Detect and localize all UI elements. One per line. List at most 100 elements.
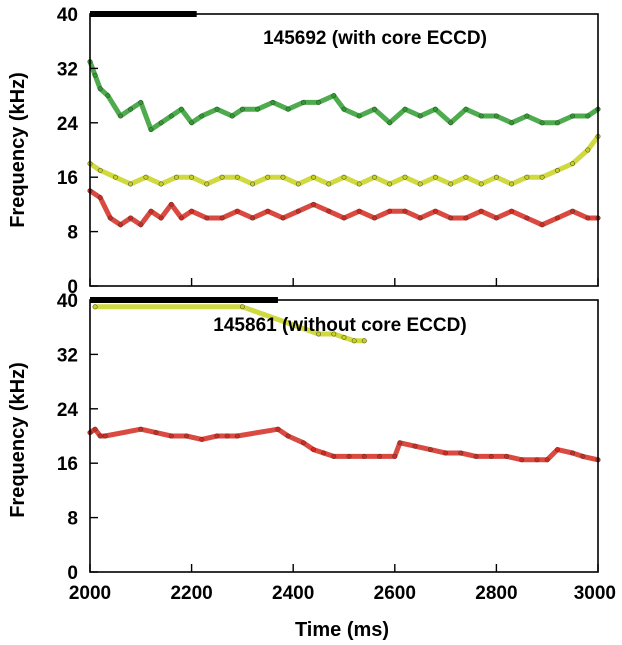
data-point-s1-17-top: [255, 106, 261, 112]
series-1-line-top: [87, 59, 601, 133]
x-tick-label: 2400: [272, 583, 314, 604]
data-point-s1-30-bottom: [504, 453, 510, 459]
plot-area-top: [90, 14, 598, 286]
y-tick-label-bottom: 24: [57, 400, 79, 421]
x-tick-label: 2000: [69, 583, 111, 604]
data-point-s2-2-bottom: [239, 304, 245, 310]
data-point-s3-15-top: [250, 215, 256, 221]
data-point-s3-33-top: [524, 215, 530, 221]
data-point-s1-24-top: [356, 113, 362, 119]
data-point-s1-23-bottom: [397, 440, 403, 446]
data-point-s1-37-top: [554, 120, 560, 126]
data-point-s1-39-top: [585, 113, 591, 119]
data-point-s1-27-top: [402, 106, 408, 112]
data-point-s3-29-top: [463, 215, 469, 221]
x-ticks-bottom: 2000 2200 2400 2600 2800 3000: [69, 564, 616, 604]
data-point-s3-24-top: [387, 208, 393, 214]
data-point-s1-33-top: [493, 113, 499, 119]
data-point-s1-34-top: [509, 120, 515, 126]
data-point-s2-23-top: [417, 181, 423, 187]
plot-frame-top: [89, 13, 599, 287]
data-point-s1-19-bottom: [346, 453, 352, 459]
data-point-s1-9-top: [158, 120, 164, 126]
data-point-s2-5-bottom: [341, 334, 347, 340]
data-point-s1-11-bottom: [224, 433, 230, 439]
data-point-s1-2-bottom: [92, 426, 98, 432]
data-point-s2-15-top: [295, 181, 301, 187]
data-point-s1-6-bottom: [153, 430, 159, 436]
data-point-s2-7-bottom: [361, 338, 367, 344]
x-tick-label: 2600: [374, 583, 416, 604]
data-point-s1-13-bottom: [275, 426, 281, 432]
data-point-s1-14-bottom: [285, 433, 291, 439]
data-point-s1-34-bottom: [554, 447, 560, 453]
data-point-s3-11-top: [189, 208, 195, 214]
data-point-s3-21-top: [341, 215, 347, 221]
data-point-s1-12-bottom: [234, 433, 240, 439]
data-point-s1-10-bottom: [214, 433, 220, 439]
data-point-s1-33-bottom: [544, 457, 550, 463]
data-point-s1-7-bottom: [168, 433, 174, 439]
data-point-s1-21-top: [316, 99, 322, 105]
data-point-s3-32-top: [509, 208, 515, 214]
data-point-s3-27-top: [432, 208, 438, 214]
data-point-s1-35-top: [524, 113, 530, 119]
y-tick-label-top: 16: [57, 168, 78, 189]
data-point-s1-15-bottom: [300, 440, 306, 446]
data-point-s1-21-bottom: [377, 453, 383, 459]
data-point-s2-7-top: [173, 174, 179, 180]
y-tick-label-top: 32: [57, 59, 78, 80]
data-point-s2-24-top: [432, 174, 438, 180]
data-point-s1-30-top: [448, 120, 454, 126]
data-point-s2-17-top: [326, 181, 332, 187]
data-point-s2-21-top: [387, 181, 393, 187]
data-point-s2-8-top: [189, 174, 195, 180]
data-point-s3-3-top: [107, 215, 113, 221]
data-point-s1-12-top: [189, 120, 195, 126]
data-point-s3-35-top: [554, 215, 560, 221]
data-point-s1-27-bottom: [458, 450, 464, 456]
x-tick-label: 2800: [475, 583, 517, 604]
data-point-s3-18-top: [295, 208, 301, 214]
data-point-s1-11-top: [178, 106, 184, 112]
y-tick-label-top: 24: [57, 114, 79, 135]
data-point-s3-12-top: [204, 215, 210, 221]
y-tick-label-bottom: 0: [67, 563, 78, 584]
data-point-s1-10-top: [168, 113, 174, 119]
data-point-s1-35-bottom: [570, 450, 576, 456]
data-point-s2-13-top: [265, 174, 271, 180]
data-point-s1-8-bottom: [184, 433, 189, 439]
x-tick-label: 2200: [170, 583, 212, 604]
y-tick-label-bottom: 40: [57, 291, 78, 312]
data-point-s1-9-bottom: [199, 436, 205, 442]
data-point-s3-26-top: [417, 215, 423, 221]
data-point-s2-11-top: [234, 174, 240, 180]
data-point-s2-5-top: [143, 174, 149, 180]
data-point-s3-10-top: [178, 215, 184, 221]
data-point-s2-3-top: [112, 174, 118, 180]
data-point-s1-2-top: [92, 72, 98, 78]
y-ticks-top: 0 8 16 24 32 40: [57, 5, 599, 298]
data-point-s1-18-top: [270, 99, 276, 105]
data-point-s2-4-bottom: [331, 331, 337, 337]
y-tick-label-bottom: 8: [67, 509, 78, 530]
data-point-s1-14-top: [214, 106, 220, 112]
data-point-s1-4-bottom: [102, 433, 108, 439]
data-point-s3-13-top: [219, 215, 225, 221]
data-point-s3-17-top: [280, 215, 286, 221]
y-tick-label-bottom: 32: [57, 345, 78, 366]
data-point-s3-16-top: [265, 208, 271, 214]
chart-title-bottom: 145861 (without core ECCD): [213, 315, 466, 336]
data-point-s1-36-bottom: [580, 453, 586, 459]
data-point-s1-5-top: [118, 113, 123, 119]
data-point-s3-22-top: [356, 208, 362, 214]
data-point-s2-6-bottom: [351, 338, 357, 344]
data-point-s1-36-top: [539, 120, 545, 126]
data-point-s3-7-top: [148, 208, 154, 214]
y-axis-label-top: Frequency (kHz): [7, 72, 29, 228]
data-point-s1-26-bottom: [443, 450, 449, 456]
data-point-s1-8-top: [148, 127, 154, 133]
data-point-s2-18-top: [341, 174, 347, 180]
data-point-s2-4-top: [128, 181, 134, 187]
